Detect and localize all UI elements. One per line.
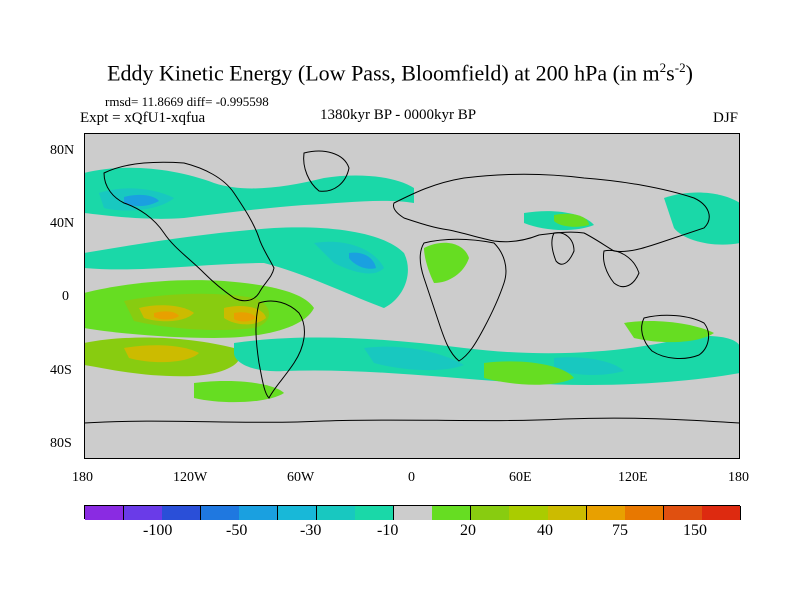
y-tick-label-80s: 80S	[50, 436, 72, 451]
y-tick-label-80n: 80N	[50, 143, 75, 158]
colorbar-swatch	[355, 506, 395, 520]
colorbar-swatch	[277, 506, 318, 520]
colorbar-swatch	[239, 506, 279, 520]
colorbar-label-40: 40	[537, 522, 553, 539]
colorbar-swatch	[162, 506, 202, 520]
stats-label: rmsd= 11.8669 diff= -0.995598	[105, 94, 269, 109]
colorbar-swatch	[470, 506, 510, 520]
colorbar-swatch	[702, 506, 742, 520]
x-tick-label-0: 0	[408, 470, 415, 485]
y-tick-label-eq: 0	[62, 289, 69, 304]
coastlines	[84, 150, 740, 424]
colorbar-swatch	[200, 506, 240, 520]
anomaly-fields	[84, 167, 740, 403]
colorbar-swatch	[663, 506, 703, 520]
colorbar-label-neg10: -10	[377, 522, 399, 539]
colorbar-label-75: 75	[612, 522, 628, 539]
map-panel	[84, 133, 740, 459]
colorbar-swatch	[432, 506, 472, 520]
colorbar-swatch	[123, 506, 163, 520]
experiment-label: Expt = xQfU1-xqfua	[80, 110, 206, 126]
x-tick-label-60e: 60E	[509, 470, 532, 485]
colorbar-swatch	[509, 506, 549, 520]
x-tick-label-180e: 180	[728, 470, 749, 485]
colorbar-swatch	[85, 506, 125, 520]
colorbar-swatch	[625, 506, 665, 520]
y-tick-label-40s: 40S	[50, 363, 72, 378]
x-tick-label-60w: 60W	[287, 470, 315, 485]
x-tick-label-120w: 120W	[173, 470, 208, 485]
colorbar-label-neg50: -50	[226, 522, 248, 539]
period-label: 1380kyr BP - 0000kyr BP	[320, 107, 477, 123]
map-frame	[84, 133, 740, 459]
y-tick-label-40n: 40N	[50, 216, 75, 231]
colorbar-label-neg30: -30	[300, 522, 322, 539]
map-svg	[84, 133, 740, 459]
colorbar-label-150: 150	[683, 522, 707, 539]
colorbar-swatch	[586, 506, 626, 520]
colorbar-swatch	[316, 506, 356, 520]
colorbar-swatch	[548, 506, 588, 520]
x-tick-label-120e: 120E	[618, 470, 648, 485]
x-tick-label-180w: 180	[72, 470, 93, 485]
colorbar-label-20: 20	[460, 522, 476, 539]
colorbar-swatch	[393, 506, 433, 520]
colorbar-label-neg100: -100	[143, 522, 173, 539]
season-label: DJF	[713, 110, 739, 126]
plot-title: Eddy Kinetic Energy (Low Pass, Bloomfiel…	[107, 60, 693, 86]
colorbar	[84, 505, 742, 520]
